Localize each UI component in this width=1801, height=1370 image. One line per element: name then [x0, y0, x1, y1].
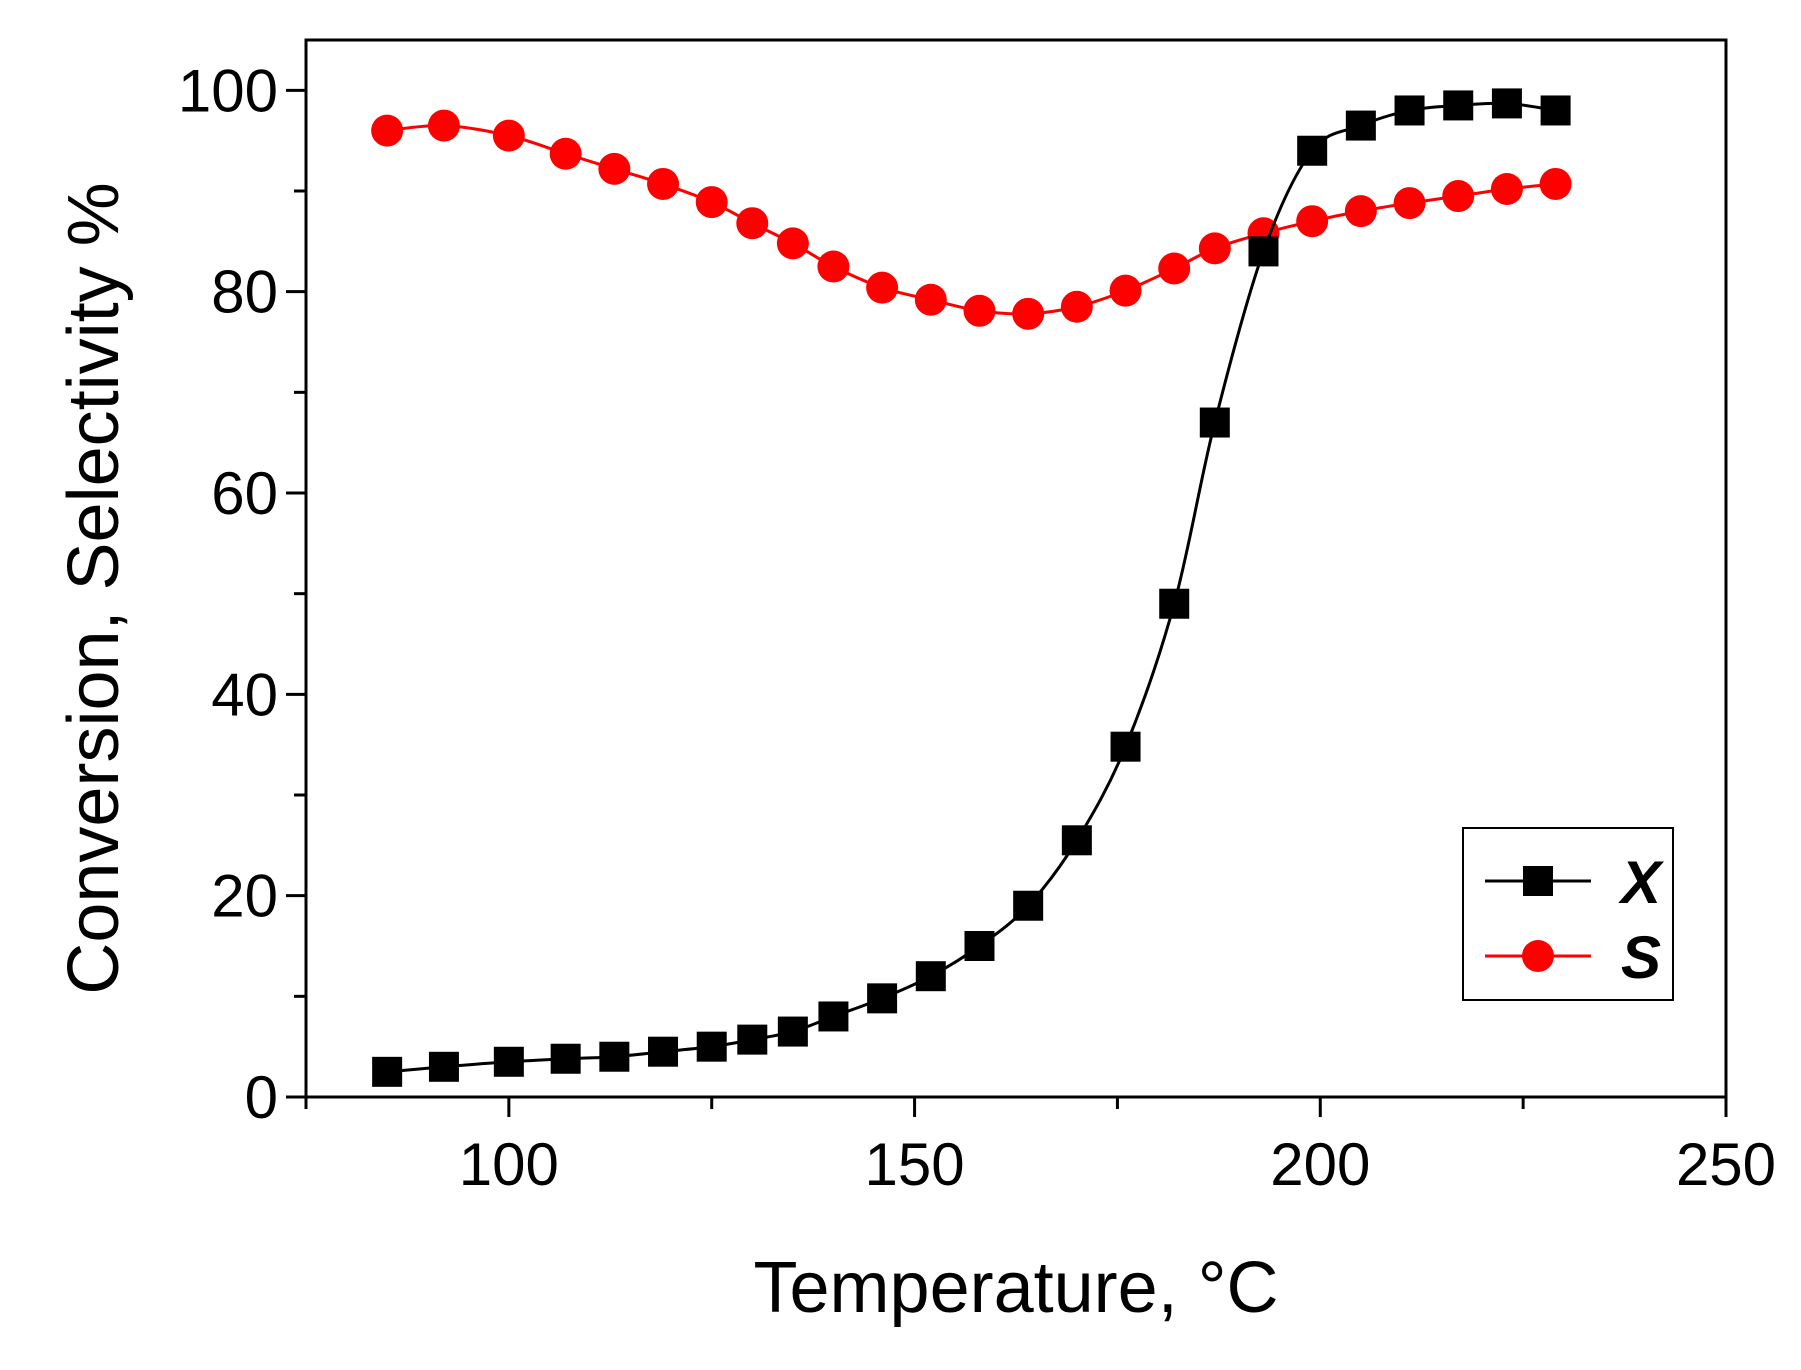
series-s-point: [598, 152, 631, 185]
axes: 100 150 200 250 0 20 40 60 80 100 Temperature, °C C…: [54, 38, 1776, 1328]
series-x-point: [648, 1036, 679, 1067]
series-x: [372, 88, 1571, 1087]
y-tick-label: 0: [245, 1064, 278, 1131]
series-layer: [371, 88, 1572, 1087]
x-tick-label: 100: [459, 1131, 559, 1198]
series-s-point: [647, 167, 680, 200]
legend-label-s: S: [1621, 924, 1661, 991]
series-s-point: [1198, 232, 1231, 265]
series-s-point: [492, 119, 525, 152]
y-tick-label: 60: [211, 460, 278, 527]
series-x-point: [599, 1041, 630, 1072]
legend-marker-x: [1523, 866, 1553, 896]
series-s-point: [371, 114, 404, 147]
y-tick-label: 80: [211, 259, 278, 326]
series-s-point: [1393, 187, 1426, 220]
series-x-point: [550, 1043, 581, 1074]
y-tick-label: 20: [211, 863, 278, 930]
x-axis-label: Temperature, °C: [754, 1248, 1279, 1328]
series-x-point: [1540, 95, 1571, 126]
series-s-point: [736, 207, 769, 240]
series-s-point: [776, 227, 809, 260]
series-s-point: [1539, 167, 1572, 200]
series-x-point: [867, 983, 898, 1014]
series-x-point: [428, 1051, 459, 1082]
series-s-point: [1490, 172, 1523, 205]
series-s-point: [427, 109, 460, 142]
series-s-point: [866, 271, 899, 304]
series-x-point: [818, 1001, 849, 1032]
legend-marker-s: [1522, 940, 1554, 972]
legend: XS: [1462, 827, 1674, 1001]
series-x-point: [372, 1056, 403, 1087]
series-s-point: [1296, 205, 1329, 238]
series-s-point: [914, 283, 947, 316]
series-x-point: [1394, 95, 1425, 126]
series-x-point: [1199, 407, 1230, 438]
series-s-point: [549, 137, 582, 170]
series-s-point: [1344, 195, 1377, 228]
series-s-point: [817, 250, 850, 283]
series-x-point: [1443, 90, 1474, 121]
series-s-point: [963, 294, 996, 327]
series-x-point: [1491, 88, 1522, 119]
plot-frame: [304, 38, 1728, 1099]
series-x-point: [1110, 731, 1141, 762]
series-x-point: [696, 1031, 727, 1062]
series-s-point: [1012, 297, 1045, 330]
legend-box: [1462, 827, 1674, 1001]
x-tick-label: 250: [1676, 1131, 1776, 1198]
series-x-point: [1345, 110, 1376, 141]
series-s-point: [1158, 252, 1191, 285]
series-x-point: [1297, 135, 1328, 166]
series-x-point: [915, 961, 946, 992]
y-tick-label: 40: [211, 661, 278, 728]
legend-label-x: X: [1618, 849, 1665, 916]
y-tick-label: 100: [178, 57, 278, 124]
series-s-point: [1109, 274, 1142, 307]
series-x-point: [737, 1024, 768, 1055]
series-x-point: [493, 1046, 524, 1077]
series-s: [371, 109, 1572, 330]
series-x-line: [387, 101, 1556, 1074]
series-x-point: [1013, 890, 1044, 921]
series-s-point: [1060, 290, 1093, 323]
series-x-point: [777, 1016, 808, 1047]
y-axis-label: Conversion, Selectivity %: [54, 182, 134, 994]
x-tick-label: 150: [865, 1131, 965, 1198]
series-x-point: [1061, 825, 1092, 856]
x-tick-label: 200: [1270, 1131, 1370, 1198]
series-x-point: [964, 931, 995, 961]
series-s-point: [1442, 180, 1475, 213]
series-x-point: [1159, 588, 1190, 619]
series-s-point: [695, 186, 728, 219]
series-x-point: [1248, 236, 1279, 267]
